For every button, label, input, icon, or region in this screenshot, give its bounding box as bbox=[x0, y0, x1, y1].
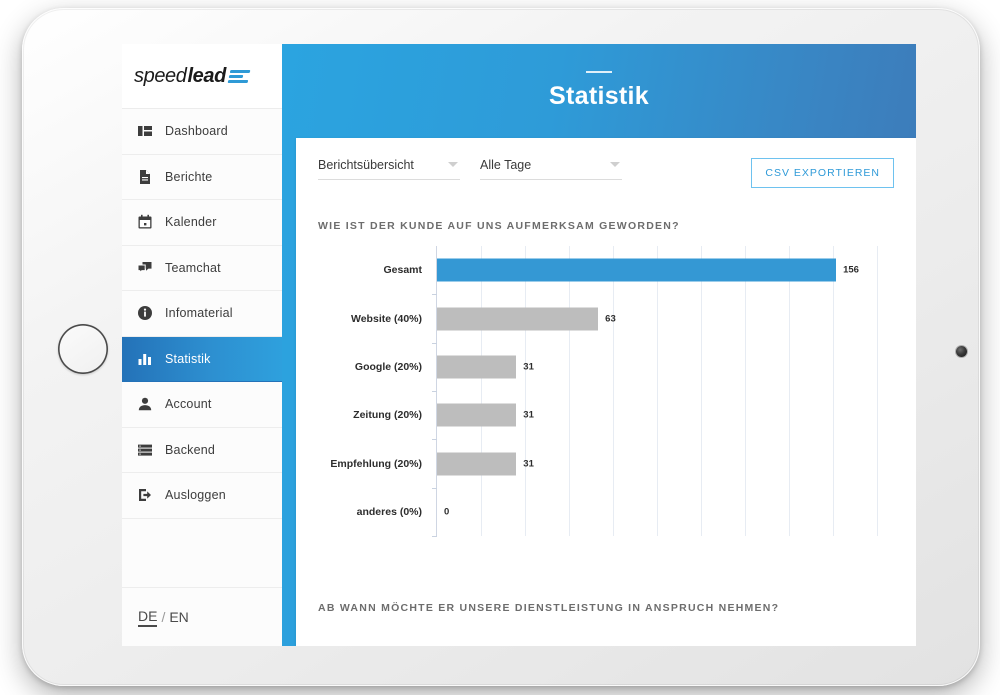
sidebar-item-dashboard[interactable]: Dashboard bbox=[122, 109, 282, 155]
sidebar-item-label: Backend bbox=[165, 442, 216, 457]
chart-plot-area: 156 63 31 31 31 0 bbox=[432, 246, 878, 537]
chart-bar-value: 0 bbox=[444, 506, 450, 518]
sidebar-item-label: Ausloggen bbox=[165, 488, 226, 503]
sidebar-item-label: Statistik bbox=[165, 351, 211, 366]
document-icon bbox=[136, 168, 153, 185]
logo-speedlines-icon bbox=[227, 69, 251, 83]
chart-axis-tick bbox=[432, 342, 437, 344]
language-en[interactable]: EN bbox=[169, 609, 189, 625]
sidebar-nav: Dashboard Berichte Kalender bbox=[122, 109, 282, 587]
chart-gridline bbox=[789, 246, 790, 536]
info-icon bbox=[136, 305, 153, 322]
sidebar-item-teamchat[interactable]: Teamchat bbox=[122, 245, 282, 291]
chat-icon bbox=[136, 259, 153, 276]
content-card: Berichtsübersicht Alle Tage CSV EXPORTIE… bbox=[296, 138, 916, 646]
logout-icon bbox=[136, 487, 153, 504]
report-select-value: Berichtsübersicht bbox=[318, 158, 414, 172]
sidebar-item-label: Account bbox=[165, 397, 212, 412]
chart-gridline bbox=[569, 246, 570, 536]
sidebar-item-infomaterial[interactable]: Infomaterial bbox=[122, 291, 282, 337]
dashboard-icon bbox=[136, 123, 153, 140]
select-underline bbox=[480, 179, 622, 180]
chart-category-label: Empfehlung (20%) bbox=[330, 457, 422, 470]
chart-bar bbox=[437, 258, 837, 282]
chart-category-label: Google (20%) bbox=[354, 360, 422, 373]
acquisition-bar-chart: Gesamt Website (40%) Google (20%) Zeitung (… bbox=[318, 246, 892, 546]
chart-gridline bbox=[833, 246, 834, 536]
sidebar-item-label: Dashboard bbox=[165, 124, 228, 139]
page-header: Statistik bbox=[282, 44, 916, 138]
chart-bar-value: 63 bbox=[605, 313, 616, 324]
page-title: Statistik bbox=[549, 82, 649, 110]
calendar-icon bbox=[136, 214, 153, 231]
sidebar-item-label: Teamchat bbox=[165, 260, 221, 275]
chart-category-label: Gesamt bbox=[383, 264, 422, 277]
chevron-down-icon bbox=[448, 162, 458, 167]
language-de[interactable]: DE bbox=[138, 608, 158, 627]
chart-category-label: Zeitung (20%) bbox=[353, 409, 422, 422]
sidebar-item-statistik[interactable]: Statistik bbox=[122, 336, 282, 382]
chart-gridline bbox=[701, 246, 702, 536]
chart-axis-tick bbox=[432, 294, 437, 296]
chart-gridline bbox=[481, 246, 482, 536]
range-select-value: Alle Tage bbox=[480, 158, 532, 172]
chart-axis-tick bbox=[432, 536, 437, 537]
sidebar-item-kalender[interactable]: Kalender bbox=[122, 200, 282, 246]
logo-text-speed: speed bbox=[134, 64, 187, 87]
language-switcher[interactable]: DE / EN bbox=[122, 587, 282, 646]
sidebar-item-ausloggen[interactable]: Ausloggen bbox=[122, 473, 282, 519]
bar-chart-icon bbox=[136, 350, 153, 367]
chevron-down-icon bbox=[610, 162, 620, 167]
chart-axis-tick bbox=[432, 439, 437, 441]
chart-category-label: Website (40%) bbox=[351, 312, 422, 325]
sidebar: speed lead Dashboard bbox=[122, 44, 283, 646]
chart-bar-value: 31 bbox=[523, 361, 534, 373]
chart-bar-value: 156 bbox=[843, 264, 859, 276]
section-title-acquisition: WIE IST DER KUNDE AUF UNS AUFMERKSAM GEW… bbox=[318, 220, 680, 232]
sidebar-item-label: Kalender bbox=[165, 215, 217, 230]
main-content: Statistik Berichtsübersicht Alle Tage bbox=[282, 44, 916, 646]
sidebar-item-account[interactable]: Account bbox=[122, 382, 282, 428]
chart-gridline bbox=[525, 246, 526, 536]
list-icon bbox=[136, 441, 153, 458]
person-icon bbox=[136, 396, 153, 413]
csv-export-button[interactable]: CSV EXPORTIEREN bbox=[751, 158, 894, 188]
sidebar-item-label: Berichte bbox=[165, 169, 213, 184]
chart-bar-value: 31 bbox=[523, 409, 534, 421]
chart-bar-value: 31 bbox=[523, 458, 534, 469]
chart-category-label: anderes (0%) bbox=[356, 505, 422, 518]
sidebar-item-label: Infomaterial bbox=[165, 306, 233, 321]
toolbar: Berichtsübersicht Alle Tage CSV EXPORTIE… bbox=[296, 138, 916, 188]
report-select[interactable]: Berichtsübersicht bbox=[318, 158, 460, 180]
tablet-device: speed lead Dashboard bbox=[22, 8, 980, 686]
chart-category-labels: Gesamt Website (40%) Google (20%) Zeitung (… bbox=[318, 246, 430, 536]
app-logo[interactable]: speed lead bbox=[122, 44, 282, 109]
chart-gridline bbox=[877, 246, 878, 536]
sidebar-item-berichte[interactable]: Berichte bbox=[122, 154, 282, 200]
language-separator: / bbox=[161, 609, 166, 625]
chart-gridline bbox=[613, 246, 614, 536]
chart-bar bbox=[437, 355, 517, 379]
select-underline bbox=[318, 179, 460, 180]
section-title-timing: AB WANN MÖCHTE ER UNSERE DIENSTLEISTUNG … bbox=[318, 602, 780, 614]
title-divider bbox=[586, 71, 612, 73]
chart-axis-tick bbox=[432, 487, 437, 489]
chart-gridline bbox=[657, 246, 658, 536]
home-button[interactable] bbox=[58, 324, 108, 374]
chart-gridline bbox=[745, 246, 746, 536]
chart-bar bbox=[437, 403, 517, 427]
sidebar-item-backend[interactable]: Backend bbox=[122, 427, 282, 473]
tablet-screen: speed lead Dashboard bbox=[122, 44, 916, 646]
logo-text-lead: lead bbox=[187, 64, 227, 87]
chart-axis-tick bbox=[432, 391, 437, 392]
chart-bar bbox=[437, 307, 599, 330]
front-camera-icon bbox=[956, 346, 967, 357]
chart-bar bbox=[437, 452, 517, 475]
range-select[interactable]: Alle Tage bbox=[480, 158, 622, 180]
